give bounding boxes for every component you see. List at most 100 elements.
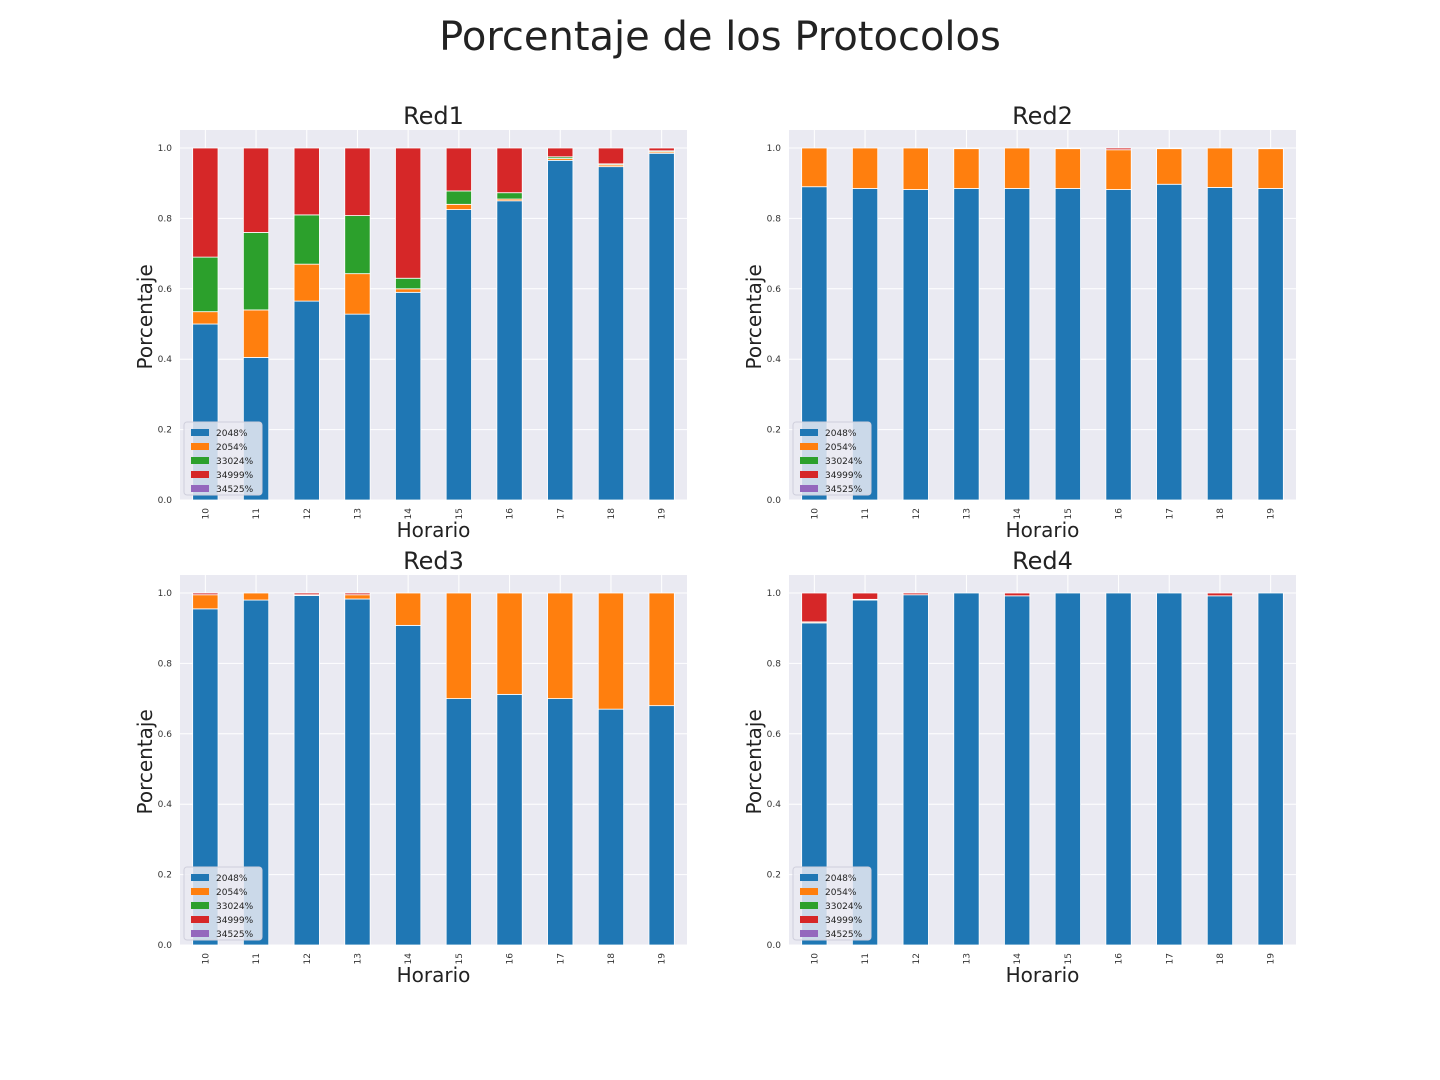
bar-segment-2054pct-10: [192, 311, 219, 325]
bar-segment-34999pct-11: [851, 592, 879, 600]
bar-segment-2048pct-14: [1004, 595, 1031, 946]
legend-label-2048pct: 2048%: [825, 874, 857, 884]
bar-segment-2054pct-13: [953, 148, 980, 189]
bar-segment-33024pct-15: [445, 190, 472, 205]
legend-label-34525pct: 34525%: [825, 485, 863, 495]
legend-swatch-33024pct: [191, 902, 209, 909]
legend-swatch-34999pct: [191, 916, 209, 923]
bar-segment-2054pct-14: [1004, 147, 1031, 189]
x-tick-label-18: 18: [607, 953, 617, 965]
legend: 2048% 2054% 33024% 34999% 34525%: [183, 866, 263, 941]
bar-segment-2054pct-12: [902, 147, 929, 190]
bar-segment-2054pct-18: [1206, 147, 1234, 188]
bar-segment-34999pct-18: [1206, 592, 1234, 597]
bar-segment-34999pct-11: [242, 147, 270, 233]
bar-segment-2054pct-17: [1156, 148, 1183, 185]
y-tick-label: 0.0: [158, 496, 173, 506]
x-tick-label-16: 16: [1115, 953, 1125, 965]
legend-label-2048pct: 2048%: [825, 429, 857, 439]
x-tick-label-19: 19: [658, 508, 668, 520]
y-tick-label: 0.8: [158, 659, 173, 669]
bar-segment-34999pct-10: [192, 147, 219, 258]
y-tick-label: 0.4: [767, 355, 782, 365]
bar-segment-2054pct-11: [242, 309, 270, 358]
chart-panel-red4: 10 11 12 13 14 15 16 17 18 19 0.0 0.2 0.4 0.6 0.8 1.0 Re…: [742, 547, 1296, 987]
bar-segment-2048pct-13: [953, 188, 980, 501]
y-tick-label: 0.8: [767, 214, 782, 224]
y-axis-label: Porcentaje: [133, 709, 157, 814]
y-tick-label: 0.6: [158, 285, 173, 295]
bar-segment-2054pct-10: [801, 147, 828, 188]
y-tick-label: 0.8: [767, 659, 782, 669]
legend-swatch-34525pct: [800, 485, 818, 492]
bar-segment-33024pct-13: [344, 215, 371, 275]
bar-segment-2048pct-14: [1004, 188, 1031, 501]
panel-title: Red3: [403, 547, 464, 575]
x-tick-label-10: 10: [810, 508, 820, 520]
legend-label-2054pct: 2054%: [216, 888, 248, 898]
legend-swatch-33024pct: [800, 457, 818, 464]
legend-swatch-2054pct: [800, 443, 818, 450]
bar-segment-2054pct-12: [293, 263, 320, 302]
legend-label-2054pct: 2054%: [216, 443, 248, 453]
bar-segment-2054pct-13: [344, 273, 371, 315]
x-tick-label-16: 16: [506, 508, 516, 520]
x-tick-label-13: 13: [353, 953, 363, 964]
bar-segment-2048pct-16: [496, 200, 523, 501]
x-tick-label-14: 14: [404, 508, 414, 520]
legend-label-33024pct: 33024%: [216, 457, 254, 467]
legend-label-2054pct: 2054%: [825, 443, 857, 453]
y-tick-label: 1.0: [767, 589, 782, 599]
bar-segment-2054pct-16: [496, 592, 523, 695]
x-tick-label-12: 12: [303, 508, 313, 519]
bar-segment-2048pct-19: [1257, 592, 1284, 946]
x-tick-label-14: 14: [1013, 953, 1023, 965]
bar-segment-2048pct-12: [293, 595, 320, 946]
bar-segment-34999pct-18: [597, 147, 625, 165]
y-tick-label: 0.4: [767, 800, 782, 810]
x-tick-label-18: 18: [1216, 953, 1226, 965]
bar-segment-2048pct-14: [395, 624, 422, 946]
y-tick-label: 0.2: [158, 871, 172, 881]
bar-segment-2048pct-13: [344, 598, 371, 946]
legend-swatch-34999pct: [800, 471, 818, 478]
y-tick-label: 0.2: [767, 871, 781, 881]
bar-segment-2048pct-13: [953, 592, 980, 946]
bar-segment-2048pct-18: [1206, 187, 1234, 501]
legend-swatch-2054pct: [191, 443, 209, 450]
bar-segment-34999pct-17: [547, 147, 574, 158]
bar-segment-2048pct-15: [445, 209, 472, 501]
x-tick-label-13: 13: [353, 508, 363, 519]
legend-swatch-2048pct: [800, 874, 818, 881]
bar-segment-2048pct-14: [395, 291, 422, 501]
legend-label-33024pct: 33024%: [216, 902, 254, 912]
bar-segment-33024pct-16: [496, 192, 523, 200]
bar-segment-2048pct-18: [597, 708, 625, 946]
panel-title: Red1: [403, 102, 464, 130]
y-tick-label: 0.6: [767, 730, 782, 740]
bar-segment-2048pct-12: [902, 594, 929, 946]
bar-segment-34999pct-12: [293, 147, 320, 216]
legend-swatch-2048pct: [191, 874, 209, 881]
bar-segment-34999pct-10: [192, 592, 219, 596]
bar-segment-2054pct-11: [242, 592, 270, 601]
bar-segment-2048pct-15: [445, 698, 472, 946]
y-axis-label: Porcentaje: [133, 264, 157, 369]
bar-segment-2048pct-12: [902, 189, 929, 501]
bar-segment-2048pct-13: [344, 313, 371, 501]
legend-swatch-2048pct: [191, 429, 209, 436]
panel-title: Red2: [1012, 102, 1073, 130]
y-tick-label: 1.0: [767, 144, 782, 154]
bar-segment-34999pct-12: [293, 592, 320, 596]
bar-segment-2048pct-17: [547, 159, 574, 501]
bar-segment-2048pct-17: [1156, 592, 1183, 946]
bar-segment-2054pct-15: [1054, 148, 1081, 189]
bar-segment-2054pct-15: [445, 203, 472, 210]
figure-title: Porcentaje de los Protocolos: [439, 14, 1001, 60]
x-tick-label-15: 15: [455, 508, 465, 519]
x-tick-label-17: 17: [556, 953, 566, 964]
bar-segment-2048pct-12: [293, 300, 320, 501]
legend-label-34525pct: 34525%: [216, 485, 254, 495]
bar-segment-2048pct-18: [1206, 595, 1234, 946]
